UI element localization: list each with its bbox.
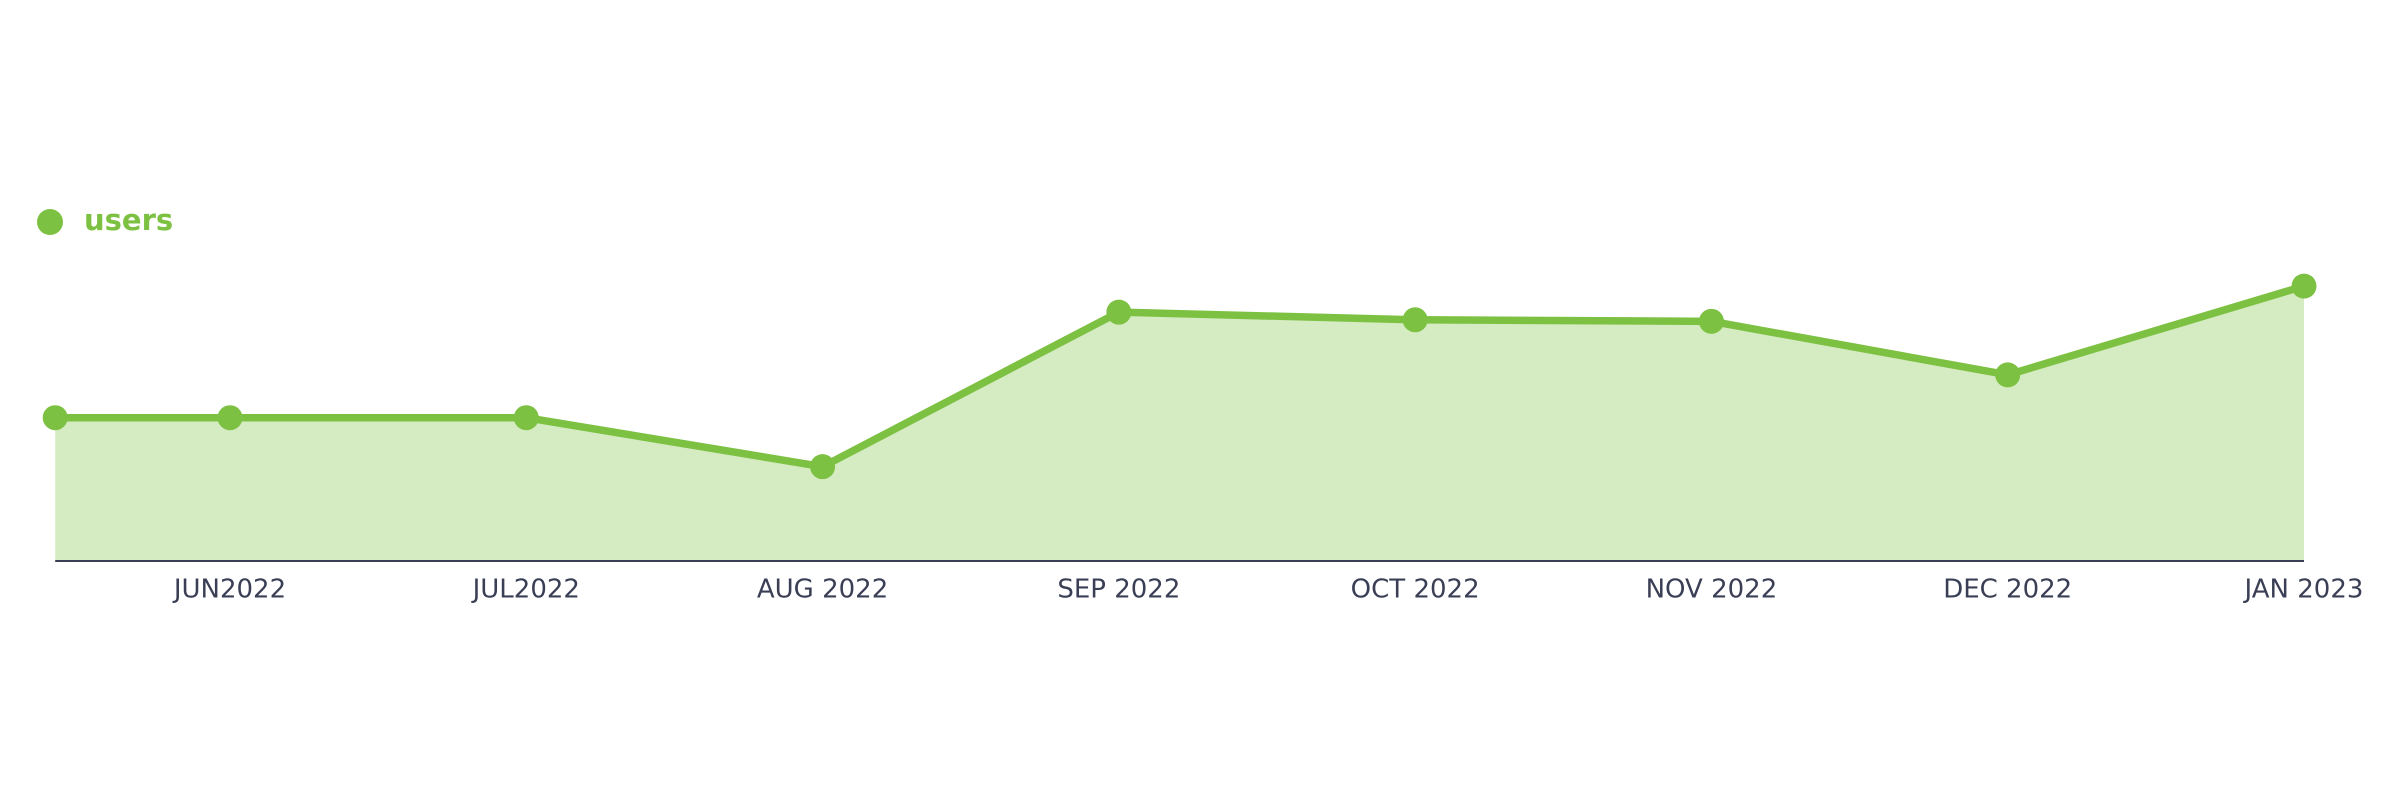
legend-label: users [84, 203, 173, 237]
data-point [1995, 362, 2021, 388]
x-tick-label: JUL2022 [471, 575, 580, 605]
x-tick-label: NOV 2022 [1646, 575, 1778, 605]
x-tick-label: JAN 2023 [2243, 575, 2364, 605]
data-point [1106, 299, 1132, 325]
x-tick-label: AUG 2022 [757, 575, 888, 605]
data-point [217, 405, 243, 431]
data-point [1698, 308, 1724, 334]
data-point [2291, 273, 2317, 299]
x-tick-label: DEC 2022 [1943, 575, 2072, 605]
legend-marker [37, 209, 63, 235]
area-fill [55, 286, 2305, 560]
data-point [42, 405, 68, 431]
data-point [513, 405, 539, 431]
data-point [1402, 307, 1428, 333]
x-tick-label: OCT 2022 [1351, 575, 1480, 605]
data-point [810, 454, 836, 480]
x-tick-label: SEP 2022 [1057, 575, 1180, 605]
x-tick-label: JUN2022 [172, 575, 286, 605]
